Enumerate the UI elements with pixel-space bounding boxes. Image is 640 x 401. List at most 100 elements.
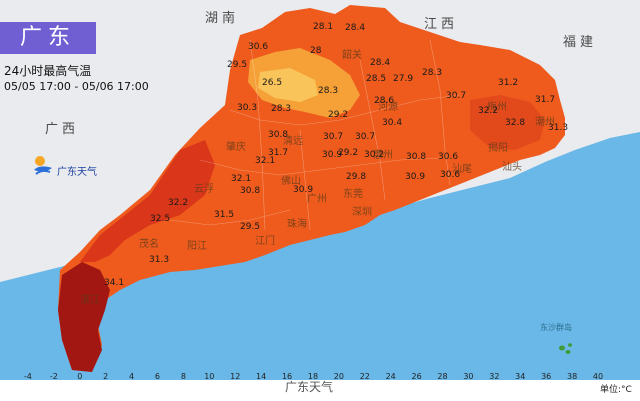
temperature-value: 31.3: [149, 255, 170, 265]
map-subtitle: 24小时最高气温: [4, 64, 92, 78]
temperature-value: 27.9: [393, 74, 414, 84]
temperature-value: 28.6: [374, 96, 395, 106]
temperature-value: 29.8: [346, 172, 367, 182]
legend-tick-label: 14: [256, 372, 267, 381]
logo-text: 广东天气: [57, 167, 97, 178]
legend-tick-label: 10: [204, 372, 215, 381]
legend-tick-label: 8: [180, 372, 186, 381]
temperature-value: 32.1: [231, 174, 252, 184]
temperature-value: 30.8: [240, 186, 261, 196]
city-label: 清远: [283, 136, 303, 147]
temperature-value: 30.6: [440, 170, 461, 180]
city-label: 潮州: [535, 117, 555, 128]
legend-tick-label: 2: [103, 372, 109, 381]
temperature-value: 29.2: [338, 148, 359, 158]
city-label: 珠海: [287, 219, 307, 230]
islands-label: 东沙群岛: [540, 323, 572, 332]
city-label: 汕尾: [452, 164, 472, 175]
legend-unit: 单位:°C: [600, 385, 632, 395]
leizhou-peninsula: [58, 262, 110, 372]
temperature-value: 31.2: [498, 78, 519, 88]
temperature-value: 32.8: [505, 118, 526, 128]
legend-tick-label: -4: [23, 372, 32, 381]
legend-tick-label: -2: [49, 372, 58, 381]
temperature-value: 28.1: [313, 22, 334, 32]
city-label: 东莞: [343, 189, 363, 200]
temperature-value: 30.7: [323, 132, 344, 142]
legend-tick-label: 32: [489, 372, 500, 381]
legend-tick-label: 20: [333, 372, 344, 381]
legend-tick-label: 22: [359, 372, 370, 381]
temperature-value: 28.3: [318, 86, 339, 96]
temperature-value: 32.1: [255, 156, 276, 166]
city-label: 深圳: [352, 207, 372, 218]
temperature-value: 30.7: [446, 91, 467, 101]
cool-spot: [258, 68, 318, 102]
temperature-value: 32.2: [168, 198, 189, 208]
city-label: 阳江: [187, 241, 207, 252]
legend-tick-label: 36: [541, 372, 552, 381]
temperature-value: 30.4: [382, 118, 403, 128]
temperature-value: 30.9: [322, 150, 343, 160]
legend-tick-label: 38: [566, 372, 578, 381]
legend-tick-label: 16: [281, 372, 293, 381]
temperature-value: 30.6: [438, 152, 459, 162]
temperature-value: 30.2: [364, 150, 385, 160]
legend-tick-label: 4: [129, 372, 135, 381]
legend-tick-label: 28: [437, 372, 448, 381]
sea-area: [0, 132, 640, 380]
legend-tick-label: 40: [592, 372, 604, 381]
temperature-value: 30.6: [248, 42, 269, 52]
temperature-value: 30.8: [406, 152, 427, 162]
temperature-value: 30.9: [293, 185, 314, 195]
temperature-value: 34.1: [104, 278, 125, 288]
city-label: 广州: [307, 194, 327, 205]
temperature-value: 28: [310, 46, 322, 56]
city-label: 湛江: [80, 295, 100, 306]
county-boundaries: [169, 39, 461, 231]
temperature-value: 31.7: [535, 95, 556, 105]
city-label: 惠州: [373, 150, 393, 161]
temperature-value: 31.5: [214, 210, 235, 220]
legend-tick-label: 34: [515, 372, 526, 381]
city-label: 云浮: [194, 184, 214, 195]
page-title: 广东: [0, 22, 96, 54]
city-label: 揭阳: [488, 143, 508, 154]
temperature-value: 28.3: [422, 68, 443, 78]
legend-tick-label: 26: [411, 372, 422, 381]
city-label: 韶关: [342, 50, 362, 61]
region-label-hunan: 湖南: [205, 11, 240, 26]
temperature-value: 29.5: [227, 60, 248, 70]
city-label: 佛山: [281, 176, 301, 187]
legend-tick-label: 18: [307, 372, 319, 381]
temperature-value: 32.2: [478, 106, 499, 116]
temperature-value: 30.9: [405, 172, 426, 182]
legend-tick-label: 6: [154, 372, 161, 381]
time-range: 05/05 17:00 - 05/06 17:00: [4, 80, 149, 93]
temperature-value: 30.8: [268, 130, 289, 140]
hot-east-zone: [470, 95, 545, 150]
legend-strip: [0, 380, 640, 401]
temperature-value: 29.2: [328, 110, 349, 120]
legend-tick-label: 30: [463, 372, 474, 381]
guangdong-land: [58, 5, 565, 372]
temperature-value: 26.5: [262, 78, 283, 88]
temperature-value: 28.4: [345, 23, 366, 33]
legend-tick-label: 12: [230, 372, 241, 381]
region-label-guangxi: 广西: [45, 122, 80, 137]
region-label-jiangxi: 江西: [424, 17, 459, 32]
legend-tick-label: 0: [77, 372, 83, 381]
temperature-value: 28.5: [366, 74, 387, 84]
hot-west-zone: [80, 140, 215, 262]
watermark: 广东天气: [285, 380, 334, 394]
temperature-value: 31.7: [268, 148, 289, 158]
city-label: 江门: [255, 236, 275, 247]
islands-marker: [559, 343, 572, 354]
temperature-value: 28.4: [370, 58, 391, 68]
temperature-value: 31.3: [548, 123, 569, 133]
city-label: 河源: [378, 102, 398, 113]
city-label: 汕头: [502, 162, 522, 173]
legend-tick-label: 24: [385, 372, 396, 381]
temperature-value: 30.3: [237, 103, 258, 113]
